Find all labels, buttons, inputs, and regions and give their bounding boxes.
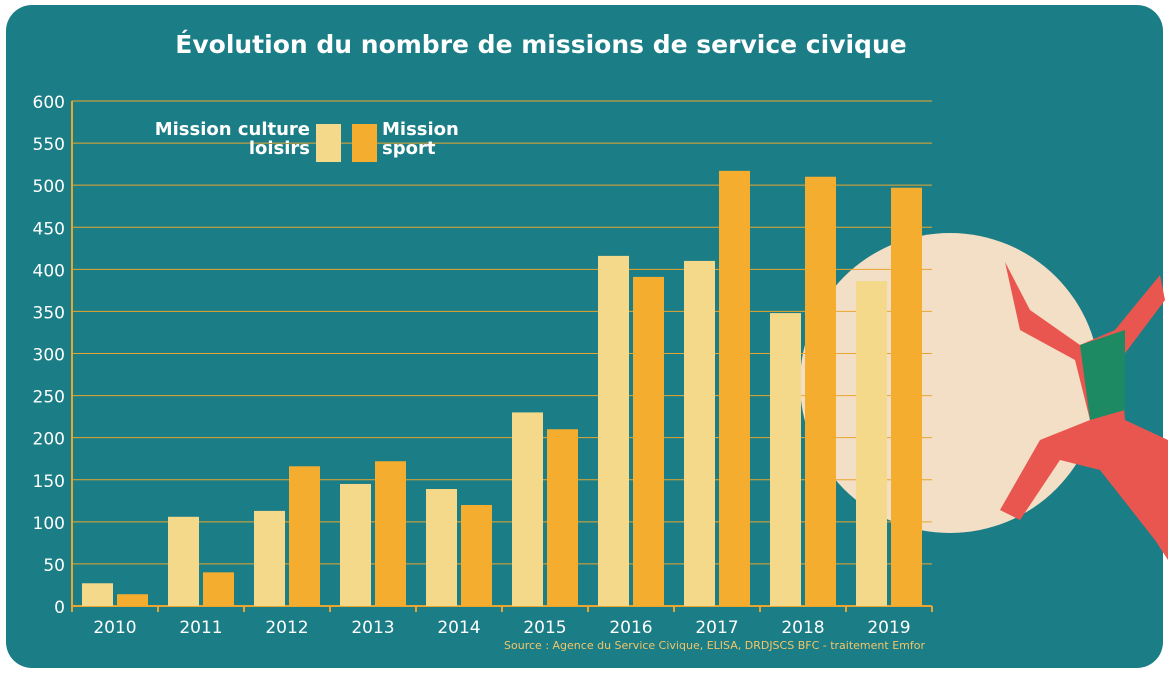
x-tick-label: 2018 (781, 618, 824, 638)
bar (117, 594, 148, 606)
bar (340, 484, 371, 606)
y-tick-label: 600 (33, 93, 65, 113)
y-tick-label: 50 (43, 556, 65, 576)
bar (203, 572, 234, 606)
chart-title: Évolution du nombre de missions de servi… (175, 30, 906, 59)
x-tick-label: 2019 (867, 618, 910, 638)
y-tick-label: 300 (33, 346, 65, 366)
bar (254, 511, 285, 606)
y-tick-label: 550 (33, 135, 65, 155)
source-note: Source : Agence du Service Civique, ELIS… (504, 639, 925, 652)
x-tick-label: 2016 (609, 618, 652, 638)
x-tick-label: 2015 (523, 618, 566, 638)
chart: Évolution du nombre de missions de servi… (0, 0, 1169, 673)
y-tick-label: 400 (33, 261, 65, 281)
x-tick-label: 2013 (351, 618, 394, 638)
bar (770, 313, 801, 606)
legend-culture: Mission culture loisirs (120, 120, 310, 168)
y-tick-label: 250 (33, 388, 65, 408)
bar (684, 261, 715, 606)
y-tick-label: 150 (33, 472, 65, 492)
legend-swatch (352, 124, 377, 162)
decor-circle (800, 233, 1100, 533)
bar (805, 177, 836, 606)
bar (461, 505, 492, 606)
bar (168, 517, 199, 606)
y-tick-label: 100 (33, 514, 65, 534)
x-tick-label: 2010 (93, 618, 136, 638)
legend-sport: Mission sport (382, 120, 492, 168)
x-tick-label: 2012 (265, 618, 308, 638)
bar (598, 256, 629, 606)
bar (375, 461, 406, 606)
y-tick-label: 200 (33, 430, 65, 450)
y-tick-label: 0 (54, 598, 65, 618)
x-tick-label: 2011 (179, 618, 222, 638)
x-tick-label: 2017 (695, 618, 738, 638)
bar (633, 277, 664, 606)
bar (512, 412, 543, 606)
bar (426, 489, 457, 606)
y-tick-label: 500 (33, 177, 65, 197)
bar (82, 583, 113, 606)
legend-label: Mission sport (382, 120, 467, 158)
bar (856, 281, 887, 606)
legend-label: Mission culture loisirs (120, 120, 310, 158)
x-tick-label: 2014 (437, 618, 480, 638)
bar (719, 171, 750, 606)
y-tick-label: 450 (33, 219, 65, 239)
bar (289, 466, 320, 606)
bar (547, 429, 578, 606)
y-tick-label: 350 (33, 303, 65, 323)
bar (891, 188, 922, 606)
legend-swatch (316, 124, 341, 162)
